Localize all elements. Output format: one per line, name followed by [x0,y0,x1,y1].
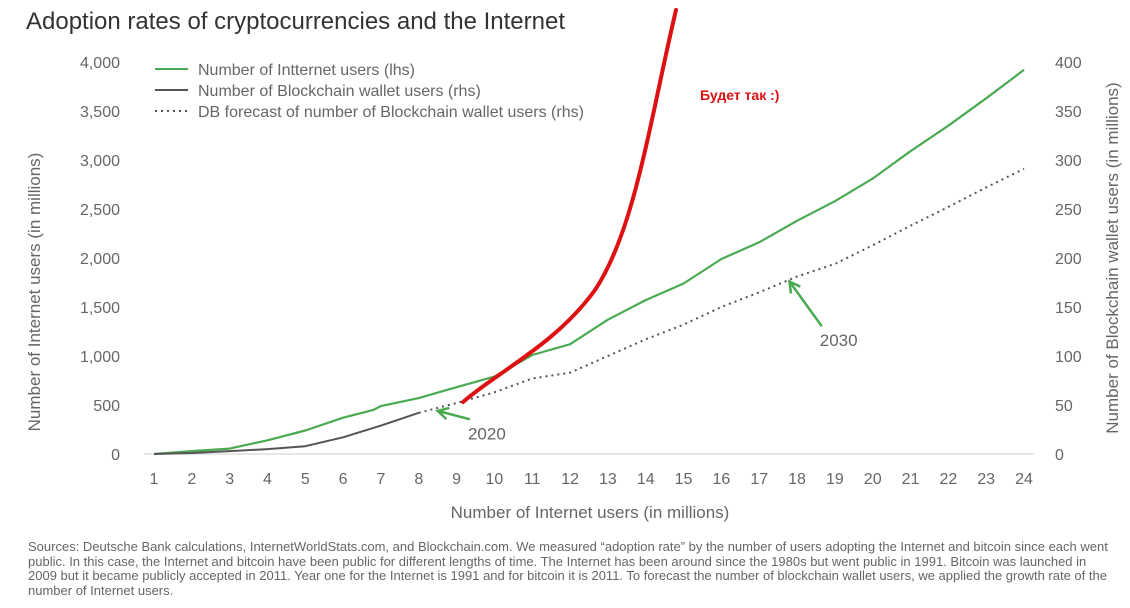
annotation-label-1: 2020 [468,424,506,443]
legend-label-1: Number of Intternet users (lhs) [198,62,415,79]
x-tick-label: 14 [637,471,655,488]
y-left-tick-label: 0 [111,447,120,464]
series-layer [153,68,1025,456]
y-left-tick-label: 2,000 [80,251,120,268]
x-tick-label: 24 [1015,471,1033,488]
series-line-3 [418,167,1025,414]
x-tick-label: 2 [187,471,196,488]
x-tick-label: 18 [788,471,806,488]
annotation-label-2: 2030 [820,331,858,350]
chart-svg: 1 2 3 4 5 6 7 8 9 10 11 12 13 14 15 16 17 18 19 20 21 22 23 240… [25,8,1122,522]
x-tick-label: 21 [902,471,920,488]
handwritten-note: Будет так :) [700,87,779,103]
y-left-tick-label: 500 [93,398,120,415]
y-right-tick-label: 200 [1055,251,1082,268]
x-tick-label: 20 [864,471,882,488]
handwritten-overlay: Будет так :) [461,8,779,404]
chart-title: Adoption rates of cryptocurrencies and t… [26,8,565,35]
chart-legend: Number of Intternet users (lhs) Number of… [155,62,584,121]
y-right-tick-label: 300 [1055,153,1082,170]
annotation-arrow-1 [437,409,471,421]
y-right-tick-label: 100 [1055,349,1082,366]
x-tick-label: 16 [712,471,730,488]
x-tick-label: 17 [750,471,768,488]
x-tick-label: 15 [675,471,693,488]
y-left-tick-label: 3,000 [80,153,120,170]
y-right-tick-label: 50 [1055,398,1073,415]
x-tick-label: 13 [599,471,617,488]
y-right-tick-label: 150 [1055,300,1082,317]
y-right-axis-label: Number of Blockchain wallet users (in mi… [1103,82,1122,433]
x-tick-label: 6 [339,471,348,488]
annotations: 2020 2030 [435,279,858,443]
y-left-tick-label: 2,500 [80,202,120,219]
x-tick-label: 11 [524,471,541,488]
y-right-tick-label: 0 [1055,447,1064,464]
x-tick-label: 5 [301,471,310,488]
annotation-arrowhead-1 [435,406,450,421]
legend-label-3: DB forecast of number of Blockchain wall… [198,104,584,121]
series-line-2 [153,411,420,455]
x-tick-label: 4 [263,471,272,488]
annotation-arrowhead-2 [787,279,801,294]
x-tick-label: 9 [452,471,461,488]
x-tick-label: 19 [826,471,844,488]
y-left-tick-label: 4,000 [80,55,120,72]
y-left-tick-label: 1,500 [80,300,120,317]
source-note: Sources: Deutsche Bank calculations, Int… [28,539,1108,598]
annotation-arrow-2 [788,280,823,327]
y-left-tick-label: 1,000 [80,349,120,366]
x-tick-label: 3 [225,471,234,488]
series-line-1 [153,68,1025,456]
y-left-tick-label: 3,500 [80,104,120,121]
x-axis-label: Number of Internet users (in millions) [451,503,730,522]
x-tick-label: 12 [561,471,579,488]
y-right-tick-label: 350 [1055,104,1082,121]
x-tick-label: 8 [414,471,423,488]
y-right-tick-label: 400 [1055,55,1082,72]
chart-axes: 1 2 3 4 5 6 7 8 9 10 11 12 13 14 15 16 17 18 19 20 21 22 23 240… [25,55,1122,522]
x-tick-label: 22 [939,471,957,488]
x-tick-label: 10 [486,471,504,488]
legend-label-2: Number of Blockchain wallet users (rhs) [198,83,481,100]
x-tick-label: 1 [150,471,159,488]
y-left-axis-label: Number of Internet users (in millions) [25,153,44,432]
x-tick-label: 23 [977,471,995,488]
x-tick-label: 7 [377,471,386,488]
handwritten-red-curve [461,8,678,404]
y-right-tick-label: 250 [1055,202,1082,219]
